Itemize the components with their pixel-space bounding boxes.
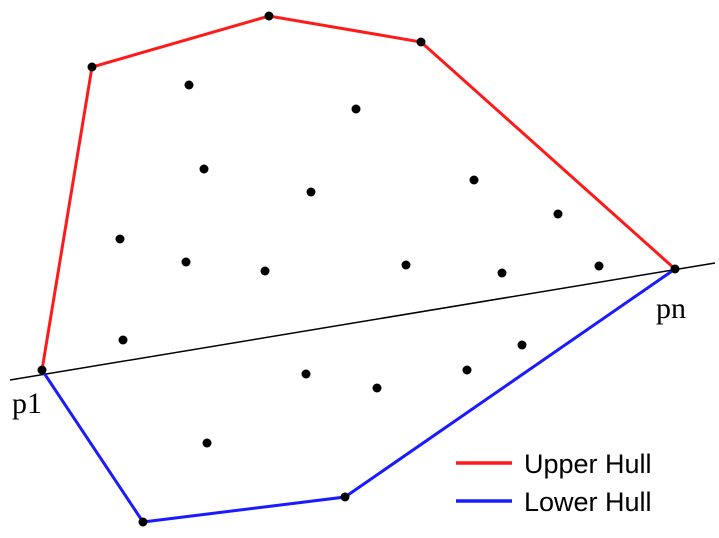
upper-hull-line [40, 14, 676, 371]
point-interior [462, 365, 472, 375]
point-interior [517, 340, 527, 350]
point-interior [372, 383, 382, 393]
point-hull-lower [340, 492, 350, 502]
point-interior [184, 80, 194, 90]
point-interior [202, 438, 212, 448]
point-interior [260, 266, 270, 276]
point-hull-upper [416, 37, 426, 47]
point-interior [401, 260, 411, 270]
split-line [9, 262, 716, 381]
point-interior [301, 369, 311, 379]
point-hull-upper [87, 62, 97, 72]
legend-upper-label: Upper Hull [524, 449, 652, 479]
point-p1 [37, 365, 47, 375]
point-pn [670, 264, 680, 274]
lower-hull-line [40, 267, 676, 524]
point-hull-upper [264, 11, 274, 21]
point-interior [553, 209, 563, 219]
label-pn: pn [656, 292, 686, 325]
point-interior [306, 187, 316, 197]
point-interior [115, 234, 125, 244]
point-set [37, 11, 680, 527]
point-hull-lower [138, 517, 148, 527]
point-interior [594, 261, 604, 271]
label-p1: p1 [12, 387, 42, 420]
point-interior [351, 104, 361, 114]
legend: Upper Hull Lower Hull [456, 449, 652, 517]
point-interior [181, 257, 191, 267]
point-interior [469, 175, 479, 185]
point-interior [199, 164, 209, 174]
point-interior [497, 268, 507, 278]
point-interior [118, 335, 128, 345]
legend-lower-label: Lower Hull [524, 487, 652, 517]
